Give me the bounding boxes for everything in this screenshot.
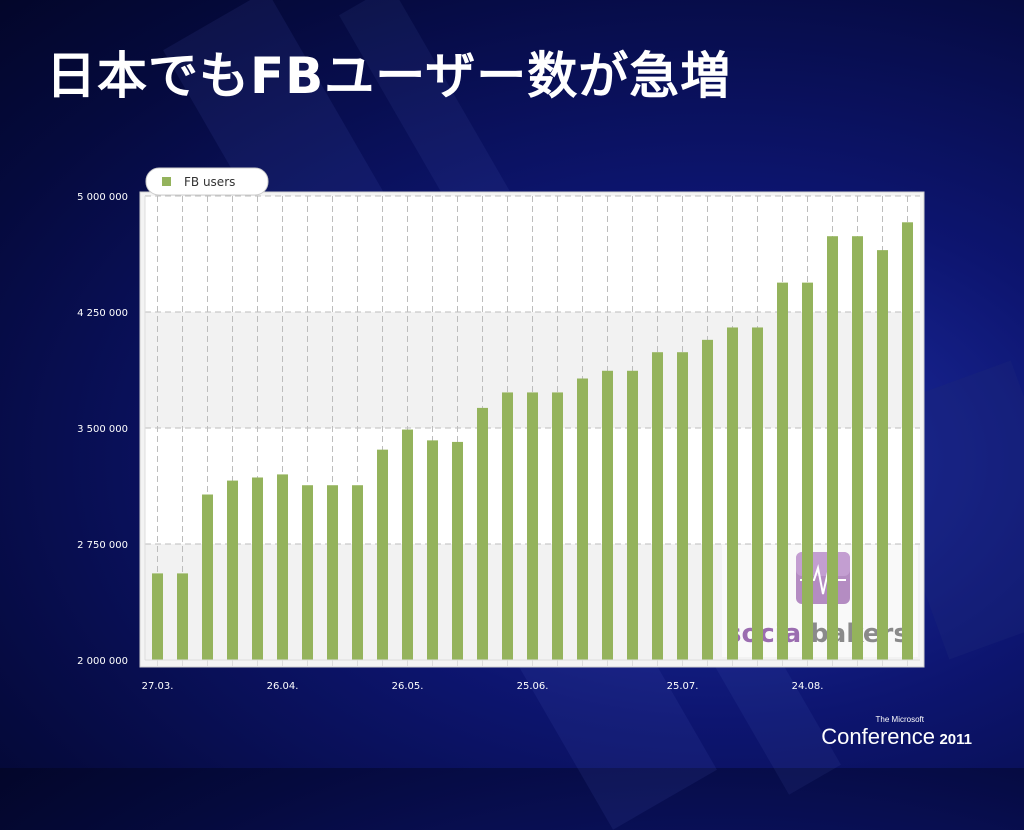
bar	[552, 392, 563, 660]
watermark-text-social: social	[726, 619, 810, 649]
bar	[452, 441, 463, 660]
bar	[352, 485, 363, 660]
y-tick-label: 4 250 000	[77, 308, 128, 319]
socialbakers-watermark: socialbakers	[722, 545, 918, 657]
footer-year-text: 2011	[939, 731, 972, 748]
bar	[277, 474, 288, 660]
bar	[427, 440, 438, 660]
bar	[527, 392, 538, 660]
plot-band	[145, 196, 920, 312]
y-tick-label: 2 750 000	[77, 540, 128, 551]
bar	[502, 392, 513, 660]
bar	[802, 282, 813, 660]
bar	[177, 573, 188, 660]
bar	[152, 573, 163, 660]
bar	[752, 327, 763, 660]
conference-logo: The Microsoft Conference 2011	[821, 715, 972, 750]
legend-swatch	[162, 177, 171, 186]
bar	[852, 236, 863, 661]
x-tick-label: 26.04.	[267, 681, 299, 692]
bar	[702, 339, 713, 660]
x-tick-label: 25.06.	[517, 681, 549, 692]
bar	[827, 236, 838, 661]
x-ticks: 27.03. 26.04. 26.05. 25.06. 25.07. 24.08.	[142, 660, 908, 692]
bar	[877, 250, 888, 660]
bar	[227, 480, 238, 660]
bar	[202, 494, 213, 660]
x-tick-label: 27.03.	[142, 681, 174, 692]
footer-small-text: The Microsoft	[875, 715, 924, 724]
y-ticks: 2 000 000 2 750 000 3 500 000 4 250 000 5 00…	[77, 192, 128, 667]
bar	[602, 370, 613, 660]
bar-series	[152, 222, 913, 661]
bar	[652, 352, 663, 660]
bar	[627, 370, 638, 660]
y-tick-label: 2 000 000	[77, 656, 128, 667]
bar	[402, 429, 413, 660]
bar	[727, 327, 738, 660]
footer-main-text: Conference	[821, 724, 935, 749]
bar	[327, 485, 338, 660]
bar	[577, 378, 588, 660]
legend-box	[145, 167, 269, 196]
x-tick-label: 25.07.	[667, 681, 699, 692]
slide-title: 日本でもFBユーザー数が急増	[46, 47, 732, 105]
x-tick-label: 24.08.	[792, 681, 824, 692]
bar	[677, 352, 688, 660]
bar	[252, 477, 263, 660]
bar	[902, 222, 913, 660]
y-tick-label: 5 000 000	[77, 192, 128, 203]
bar	[477, 407, 488, 660]
bar	[777, 282, 788, 660]
bar	[377, 449, 388, 660]
bar	[302, 485, 313, 660]
legend: FB users	[145, 167, 269, 196]
y-tick-label: 3 500 000	[77, 424, 128, 435]
x-tick-label: 26.05.	[392, 681, 424, 692]
chart: socialbakers 27.03. 26.04. 26.05. 25.06. 25.…	[77, 167, 925, 692]
legend-label: FB users	[184, 175, 235, 189]
